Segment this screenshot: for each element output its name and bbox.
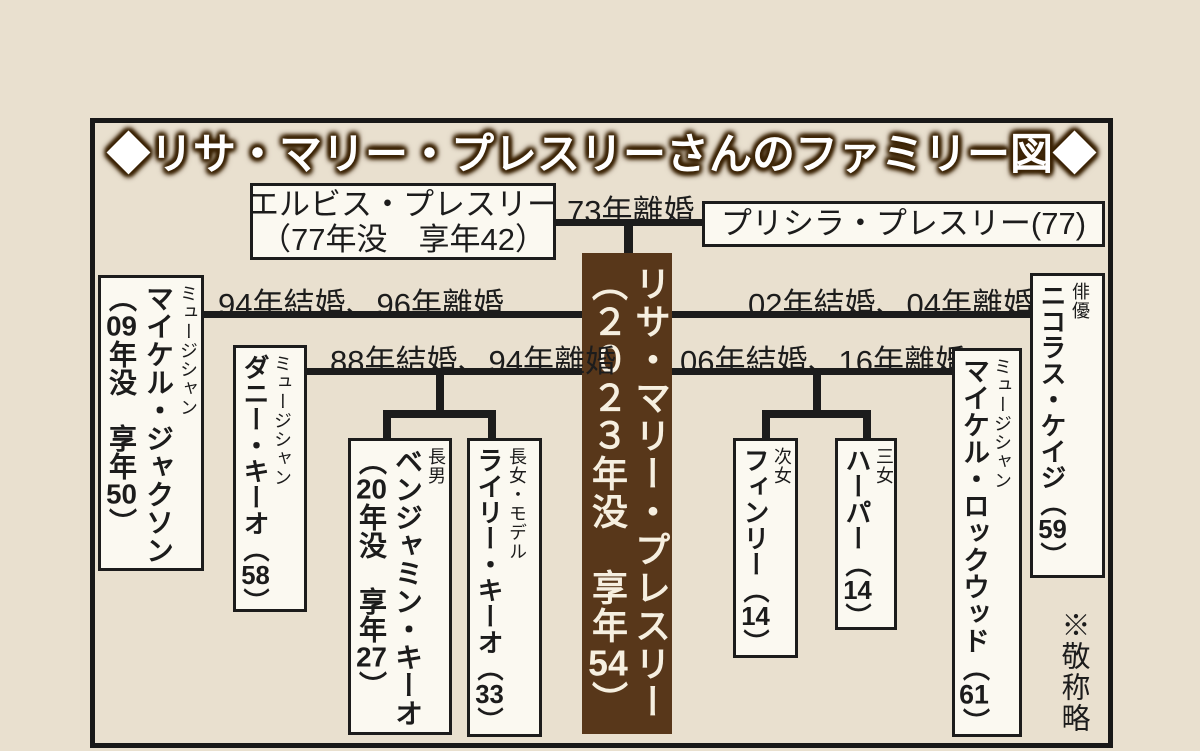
person-name: ハーパー（14）	[842, 447, 872, 629]
person-name: エルビス・プレスリー	[248, 186, 558, 222]
marriage-label-cage: 02年結婚、04年離婚	[748, 287, 1034, 322]
connector-lisa-cage	[672, 311, 1030, 318]
diagram-border	[90, 118, 1113, 748]
person-name: ニコラス・ケイジ（59）	[1037, 282, 1067, 568]
person-role: 俳優	[1070, 282, 1090, 320]
person-role: 長男	[426, 447, 446, 485]
person-box-harper: 三女 ハーパー（14）	[835, 438, 897, 630]
person-box-benjamin-keough: 長男 ベンジャミン・キーオ （20年没 享年27）	[348, 438, 452, 735]
person-name: プリシラ・プレスリー(77)	[720, 206, 1087, 241]
person-box-michael-lockwood: ミュージシャン マイケル・ロックウッド（61）	[952, 348, 1022, 737]
person-box-riley-keough: 長女・モデル ライリー・キーオ（33）	[467, 438, 542, 737]
person-box-lisa-marie-presley: リサ・マリー・プレスリー （２０２３年没 享年54）	[582, 253, 672, 734]
person-name: ライリー・キーオ（33）	[474, 447, 504, 733]
connector-lisa-lockwood	[672, 368, 952, 375]
person-box-danny-keough: ミュージシャン ダニー・キーオ（58）	[233, 345, 307, 614]
connector-drop-harper	[863, 410, 871, 438]
person-role: 次女	[772, 447, 792, 485]
person-box-nicolas-cage: 俳優 ニコラス・ケイジ（59）	[1030, 273, 1105, 578]
person-role: ミュージシャン	[992, 357, 1012, 490]
person-box-priscilla-presley: プリシラ・プレスリー(77)	[702, 201, 1105, 247]
person-box-elvis-presley: エルビス・プレスリー （77年没 享年42）	[248, 183, 558, 260]
person-name: ベンジャミン・キーオ	[392, 447, 423, 727]
connector-lockwood-children-bar	[762, 410, 871, 418]
connector-keough-lisa	[307, 368, 582, 375]
honorifics-note: ※敬称略	[1057, 610, 1089, 734]
person-name: マイケル・ジャクソン	[143, 284, 174, 564]
person-detail: （09年没 享年50）	[106, 284, 137, 536]
person-name: リサ・マリー・プレスリー	[630, 265, 671, 721]
person-name: フィンリー（14）	[740, 447, 770, 655]
diagram-title: ◆リサ・マリー・プレスリーさんのファミリー図◆	[107, 131, 1096, 179]
connector-drop-to-lisa	[624, 222, 633, 255]
connector-keough-children-bar	[383, 410, 496, 418]
person-box-michael-jackson: ミュージシャン マイケル・ジャクソン （09年没 享年50）	[98, 275, 204, 571]
person-detail: （20年没 享年27）	[356, 447, 387, 699]
marriage-label-keough: 88年結婚、94年離婚	[330, 344, 616, 379]
person-detail: （77年没 享年42）	[260, 221, 546, 257]
connector-drop-benjamin	[383, 410, 391, 438]
connector-drop-riley	[488, 410, 496, 438]
person-detail: （２０２３年没 享年54）	[587, 265, 628, 719]
connector-jackson-lisa	[204, 311, 582, 318]
marriage-label-lockwood: 06年結婚、16年離婚	[680, 344, 966, 379]
marriage-label-jackson: 94年結婚、96年離婚	[218, 287, 504, 322]
connector-drop-finley	[762, 410, 770, 438]
person-name: マイケル・ロックウッド（61）	[959, 357, 989, 735]
person-name: ダニー・キーオ（58）	[240, 354, 270, 614]
connector-lockwood-children-drop	[813, 375, 821, 417]
person-role: ミュージシャン	[178, 284, 198, 417]
connector-keough-children-drop	[436, 375, 444, 417]
person-role: 長女・モデル	[507, 447, 527, 561]
person-role: ミュージシャン	[272, 354, 292, 487]
person-role: 三女	[874, 447, 894, 485]
person-box-finley: 次女 フィンリー（14）	[733, 438, 798, 658]
